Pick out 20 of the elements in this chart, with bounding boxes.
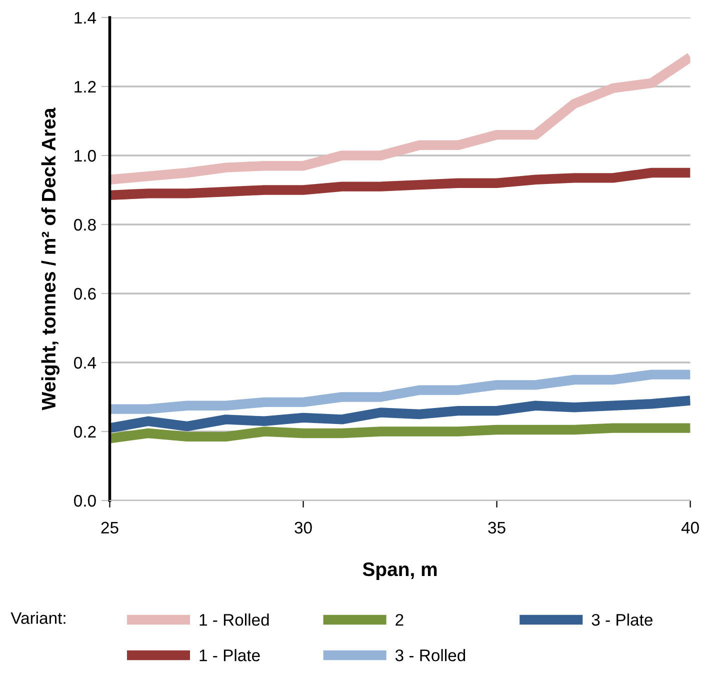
x-tick-label: 30 [294,522,312,534]
y-tick-label: 0.2 [74,426,96,438]
legend-label: 1 - Plate [200,649,260,662]
x-tick-label: 25 [101,522,118,534]
y-tick-label: 0.8 [74,218,96,231]
legend-label: 1 - Rolled [200,614,269,626]
legend-label: 3 - Rolled [395,649,466,662]
y-tick-label: 0.0 [74,494,96,507]
legend-label: 3 - Plate [592,614,652,626]
y-tick-label: 0.6 [74,288,96,300]
y-tick-label: 1.2 [74,80,96,93]
x-tick-label: 35 [488,522,506,534]
y-axis-title: Weight, tonnes / m² of Deck Area [41,108,60,410]
y-tick-label: 0.4 [74,356,96,369]
y-tick-label: 1.0 [74,150,96,162]
x-tick-label: 40 [681,522,699,534]
y-tick-label: 1.4 [74,12,96,24]
legend-title: Variant: [10,612,66,624]
legend-label: 2 [396,614,404,626]
x-axis-title: Span, m [362,562,437,580]
